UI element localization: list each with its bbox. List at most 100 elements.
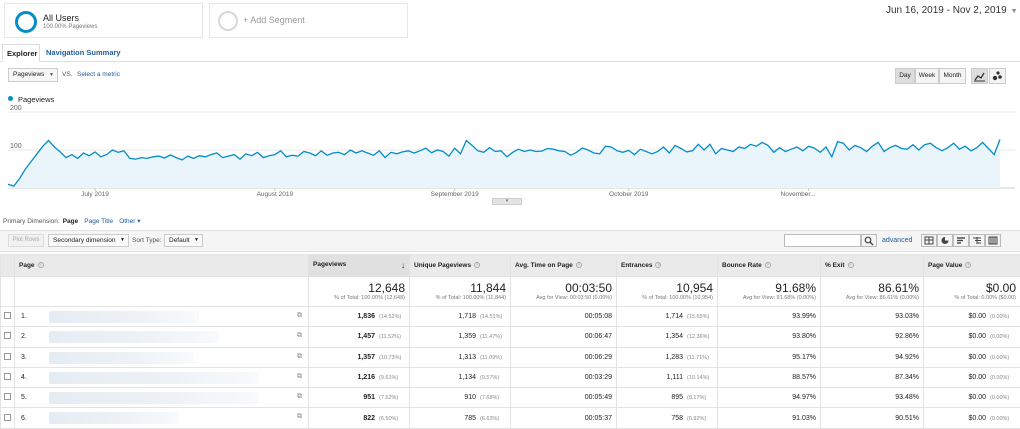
row-checkbox-cell[interactable] — [0, 407, 15, 429]
table-row[interactable]: 6. ⧉ 822 (6.50%) 785 (6.63%) 00:05:37 758 (6.92%… — [0, 407, 1020, 429]
page-cell[interactable]: 4. ⧉ — [14, 366, 309, 389]
row-checkbox[interactable] — [4, 413, 11, 421]
total-sub: % of Total: 0.00% ($0.00) — [954, 295, 1016, 301]
x-tick-label: November... — [781, 191, 816, 198]
header-label: Avg. Time on Page — [515, 262, 573, 269]
entrances-percent: (15.65%) — [687, 314, 710, 321]
help-icon[interactable]: ? — [965, 262, 972, 268]
sort-type-select[interactable]: Default ▼ — [164, 234, 203, 247]
header-unique-pageviews[interactable]: Unique Pageviews? — [409, 254, 511, 277]
granularity-day-button[interactable]: Day — [895, 68, 915, 84]
row-checkbox-cell[interactable] — [0, 346, 15, 368]
redacted-page-path[interactable] — [49, 331, 219, 344]
header-bounce-rate[interactable]: Bounce Rate? — [717, 254, 821, 277]
plot-rows-button[interactable]: Plot Rows — [8, 234, 44, 247]
legend-label: Pageviews — [18, 95, 55, 104]
bubble-chart-icon — [992, 71, 1002, 81]
row-checkbox-cell[interactable] — [0, 305, 15, 328]
view-comparison-button[interactable] — [969, 234, 985, 247]
page-cell[interactable]: 2. ⧉ — [14, 326, 309, 348]
help-icon[interactable]: ? — [474, 262, 481, 268]
entrances-value: 758 — [671, 414, 683, 422]
help-icon[interactable]: ? — [655, 262, 662, 268]
collapse-chart-handle[interactable]: ▾ — [492, 198, 522, 205]
redacted-page-path[interactable] — [49, 311, 199, 323]
table-row[interactable]: 4. ⧉ 1,216 (9.61%) 1,134 (9.57%) 00:03:29 1,111… — [0, 366, 1020, 389]
external-link-icon[interactable]: ⧉ — [297, 413, 302, 421]
view-pivot-button[interactable] — [985, 234, 1001, 247]
view-data-table-button[interactable] — [921, 234, 937, 247]
unique-pageviews-cell: 1,359 (11.47%) — [409, 326, 511, 348]
row-checkbox-cell[interactable] — [0, 326, 15, 348]
page-cell[interactable]: 1. ⧉ — [14, 305, 309, 328]
avg-time-cell: 00:05:08 — [510, 305, 617, 328]
help-icon[interactable]: ? — [847, 262, 854, 268]
redacted-page-path[interactable] — [49, 371, 259, 384]
row-checkbox-cell[interactable] — [0, 387, 15, 409]
unique-percent: (9.57%) — [480, 375, 500, 382]
view-performance-button[interactable] — [953, 234, 969, 247]
redacted-page-path[interactable] — [49, 392, 259, 405]
unique-pageviews-cell: 1,313 (11.09%) — [409, 346, 511, 368]
table-row[interactable]: 2. ⧉ 1,457 (11.52%) 1,359 (11.47%) 00:06:47 1,3… — [0, 326, 1020, 348]
total-value: 00:03:50 — [565, 281, 612, 295]
row-checkbox[interactable] — [4, 332, 11, 340]
advanced-filter-link[interactable]: advanced — [882, 237, 913, 244]
date-range-picker[interactable]: Jun 16, 2019 - Nov 2, 2019 ▼ — [886, 5, 1018, 16]
unique-pageviews-cell: 910 (7.68%) — [409, 387, 511, 409]
table-row[interactable]: 5. ⧉ 951 (7.52%) 910 (7.68%) 00:05:49 895 (8.17%… — [0, 387, 1020, 409]
help-icon[interactable]: ? — [37, 262, 44, 268]
help-icon[interactable]: ? — [575, 262, 582, 268]
bounce-rate-cell: 93.80% — [717, 326, 821, 348]
external-link-icon[interactable]: ⧉ — [297, 332, 302, 340]
header-exit[interactable]: % Exit? — [820, 254, 924, 277]
header-avg-time-on-page[interactable]: Avg. Time on Page? — [510, 254, 617, 277]
totals-blank — [0, 276, 15, 307]
total-sub: % of Total: 100.00% (10,954) — [642, 295, 713, 301]
dimension-other[interactable]: Other ▾ — [119, 218, 140, 225]
row-checkbox[interactable] — [4, 373, 11, 381]
row-checkbox[interactable] — [4, 352, 11, 360]
header-pageviews[interactable]: Pageviews ↓ — [308, 254, 410, 277]
grid-icon — [924, 236, 934, 245]
header-page[interactable]: Page? — [14, 254, 309, 277]
secondary-dimension-select[interactable]: Secondary dimension ▼ — [48, 234, 129, 247]
tab-explorer[interactable]: Explorer — [2, 44, 40, 62]
segment-all-users[interactable]: All Users 100.00% Pageviews — [4, 3, 203, 38]
dimension-page[interactable]: Page — [62, 218, 79, 225]
pageviews-chart[interactable]: 200 100 July 2019 August 2019 September 2019… — [0, 100, 1020, 198]
row-checkbox[interactable] — [4, 393, 11, 401]
table-row[interactable]: 3. ⧉ 1,357 (10.73%) 1,313 (11.09%) 00:06:29 1,2… — [0, 346, 1020, 368]
select-metric-link[interactable]: Select a metric — [77, 71, 120, 78]
select-all-cell[interactable] — [0, 254, 15, 277]
help-icon[interactable]: ? — [764, 262, 771, 268]
redacted-page-path[interactable] — [49, 412, 179, 425]
dimension-page-title[interactable]: Page Title — [84, 218, 114, 225]
granularity-week-button[interactable]: Week — [915, 68, 939, 84]
row-checkbox[interactable] — [4, 312, 11, 320]
granularity-month-button[interactable]: Month — [939, 68, 966, 84]
external-link-icon[interactable]: ⧉ — [297, 393, 302, 401]
line-chart-button[interactable] — [971, 68, 988, 84]
metric-select[interactable]: Pageviews ▼ — [8, 68, 58, 82]
entrances-percent: (6.92%) — [687, 415, 707, 422]
total-value: $0.00 — [985, 281, 1016, 295]
motion-chart-button[interactable] — [989, 68, 1006, 84]
table-search-input[interactable] — [784, 234, 861, 247]
redacted-page-path[interactable] — [49, 351, 194, 364]
header-page-value[interactable]: Page Value? — [923, 254, 1020, 277]
page-cell[interactable]: 3. ⧉ — [14, 346, 309, 368]
page-cell[interactable]: 6. ⧉ — [14, 407, 309, 429]
table-row[interactable]: 1. ⧉ 1,836 (14.52%) 1,718 (14.51%) 00:05:08 1,7… — [0, 305, 1020, 328]
row-checkbox-cell[interactable] — [0, 366, 15, 389]
tab-navigation-summary[interactable]: Navigation Summary — [46, 48, 121, 57]
external-link-icon[interactable]: ⧉ — [297, 312, 302, 319]
page-cell[interactable]: 5. ⧉ — [14, 387, 309, 409]
header-entrances[interactable]: Entrances? — [616, 254, 718, 277]
external-link-icon[interactable]: ⧉ — [297, 352, 302, 360]
external-link-icon[interactable]: ⧉ — [297, 372, 302, 380]
view-pie-button[interactable] — [937, 234, 953, 247]
secondary-dimension-label: Secondary dimension — [53, 237, 116, 244]
search-button[interactable] — [861, 234, 877, 247]
add-segment-button[interactable]: + Add Segment — [209, 3, 408, 38]
